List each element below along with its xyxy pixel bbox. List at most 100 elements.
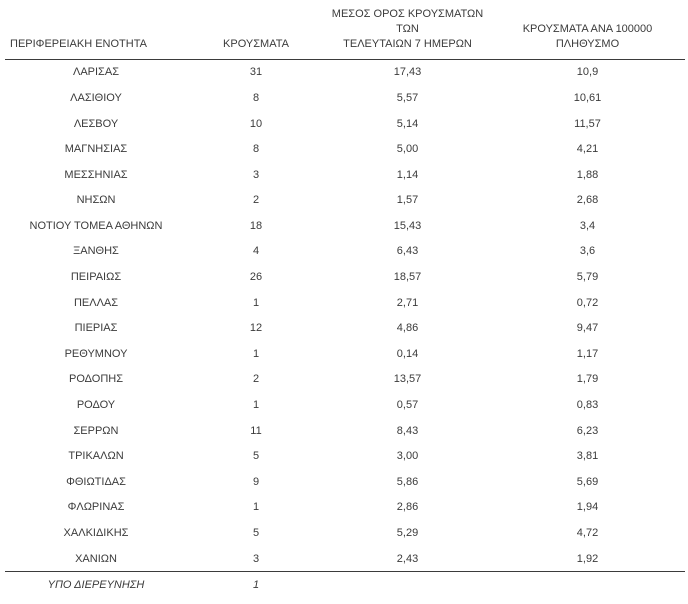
per100k-cell: 10,61: [573, 91, 602, 104]
per100k-cell: 3,81: [576, 450, 599, 463]
table-row: ΝΗΣΩΝ 2 1,57 2,68: [5, 188, 685, 214]
avg7-cell: 2,43: [396, 552, 419, 565]
cases-cell: 3: [252, 168, 260, 181]
cases-cell: 1: [252, 296, 260, 309]
cases-cell: 11: [250, 424, 262, 437]
region-cell: ΥΠΟ ΔΙΕΡΕΥΝΗΣΗ: [47, 579, 145, 592]
per100k-cell: 4,21: [576, 143, 599, 156]
table-row: ΡΟΔΟΥ 1 0,57 0,83: [5, 392, 685, 418]
table-body: ΛΑΡΙΣΑΣ 31 17,43 10,9 ΛΑΣΙΘΙΟΥ 8 5,57 10,61 ΛΕΣΒ…: [5, 59, 685, 572]
table-row: ΧΑΛΚΙΔΙΚΗΣ 5 5,29 4,72: [5, 520, 685, 546]
region-cell: ΣΕΡΡΩΝ: [73, 424, 119, 437]
per100k-cell: 3,4: [579, 219, 596, 232]
per100k-cell: 0,83: [576, 399, 599, 412]
table-row: ΣΕΡΡΩΝ 11 8,43 6,23: [5, 418, 685, 444]
avg7-cell: 2,71: [396, 296, 419, 309]
per100k-cell: 1,17: [576, 347, 599, 360]
table-row: ΡΟΔΟΠΗΣ 2 13,57 1,79: [5, 367, 685, 393]
header-avg-7-days-line2: ΤΕΛΕΥΤΑΙΩΝ 7 ΗΜΕΡΩΝ: [343, 37, 472, 50]
cases-cell: 1: [252, 501, 260, 514]
cases-cell: 10: [249, 117, 263, 130]
cases-cell: 9: [252, 475, 260, 488]
cases-cell: 3: [252, 552, 260, 565]
per100k-cell: 9,47: [576, 322, 599, 335]
region-cell: ΧΑΝΙΩΝ: [75, 552, 117, 565]
avg7-cell: 5,00: [396, 143, 419, 156]
region-cell: ΠΙΕΡΙΑΣ: [74, 322, 118, 335]
region-cell: ΡΟΔΟΥ: [76, 399, 116, 412]
table-row: ΛΕΣΒΟΥ 10 5,14 11,57: [5, 111, 685, 137]
region-cell: ΤΡΙΚΑΛΩΝ: [68, 450, 124, 463]
region-cell: ΦΛΩΡΙΝΑΣ: [67, 501, 125, 514]
per100k-cell: 2,68: [576, 194, 599, 207]
table-row: ΡΕΘΥΜΝΟΥ 1 0,14 1,17: [5, 341, 685, 367]
per100k-cell: 0,72: [576, 296, 599, 309]
avg7-cell: 13,57: [393, 373, 422, 386]
avg7-cell: [325, 572, 490, 599]
region-cell: ΝΟΤΙΟΥ ΤΟΜΕΑ ΑΘΗΝΩΝ: [29, 219, 163, 232]
table-row: ΠΕΙΡΑΙΩΣ 26 18,57 5,79: [5, 264, 685, 290]
table-header: ΠΕΡΙΦΕΡΕΙΑΚΗ ΕΝΟΤΗΤΑ ΚΡΟΥΣΜΑΤΑ ΜΕΣΟΣ ΟΡΟ…: [5, 4, 685, 60]
cases-cell: 26: [249, 271, 263, 284]
region-cell: ΛΑΣΙΘΙΟΥ: [70, 91, 122, 104]
avg7-cell: 5,29: [396, 527, 419, 540]
table-row: ΝΟΤΙΟΥ ΤΟΜΕΑ ΑΘΗΝΩΝ 18 15,43 3,4: [5, 213, 685, 239]
table-row: ΠΙΕΡΙΑΣ 12 4,86 9,47: [5, 315, 685, 341]
table-row: ΞΑΝΘΗΣ 4 6,43 3,6: [5, 239, 685, 265]
header-row: ΠΕΡΙΦΕΡΕΙΑΚΗ ΕΝΟΤΗΤΑ ΚΡΟΥΣΜΑΤΑ ΜΕΣΟΣ ΟΡΟ…: [5, 4, 685, 59]
table-row: ΜΕΣΣΗΝΙΑΣ 3 1,14 1,88: [5, 162, 685, 188]
per100k-cell: 1,88: [576, 168, 599, 181]
region-cell: ΡΕΘΥΜΝΟΥ: [64, 347, 128, 360]
per100k-cell: 1,79: [576, 373, 599, 386]
avg7-cell: 0,14: [396, 347, 419, 360]
region-cell: ΠΕΙΡΑΙΩΣ: [70, 271, 122, 284]
cases-cell: 1: [252, 579, 260, 592]
region-cell: ΞΑΝΘΗΣ: [73, 245, 119, 258]
table-row: ΜΑΓΝΗΣΙΑΣ 8 5,00 4,21: [5, 136, 685, 162]
per100k-cell: 11,57: [574, 117, 601, 130]
cases-cell: 1: [252, 399, 260, 412]
cases-cell: 5: [252, 527, 260, 540]
cases-cell: 1: [252, 347, 260, 360]
avg7-cell: 0,57: [396, 399, 419, 412]
table-footer-under-investigation: ΥΠΟ ΔΙΕΡΕΥΝΗΣΗ 1: [5, 572, 685, 599]
avg7-cell: 1,14: [396, 168, 419, 181]
cases-cell: 8: [252, 143, 260, 156]
avg7-cell: 4,86: [396, 322, 419, 335]
region-cell: ΡΟΔΟΠΗΣ: [68, 373, 124, 386]
region-cell: ΛΕΣΒΟΥ: [73, 117, 119, 130]
cases-cell: 2: [252, 373, 260, 386]
table-row: ΧΑΝΙΩΝ 3 2,43 1,92: [5, 546, 685, 572]
avg7-cell: 3,00: [396, 450, 419, 463]
table-row: ΤΡΙΚΑΛΩΝ 5 3,00 3,81: [5, 443, 685, 469]
per100k-cell: 5,69: [576, 475, 599, 488]
avg7-cell: 8,43: [396, 424, 419, 437]
cases-cell: 5: [252, 450, 260, 463]
cases-cell: 18: [249, 219, 263, 232]
avg7-cell: 18,57: [393, 271, 422, 284]
header-cases: ΚΡΟΥΣΜΑΤΑ: [223, 37, 289, 50]
per100k-cell: 4,72: [576, 527, 599, 540]
header-avg-7-days: ΜΕΣΟΣ ΟΡΟΣ ΚΡΟΥΣΜΑΤΩΝ ΤΩΝ ΤΕΛΕΥΤΑΙΩΝ 7 Η…: [325, 4, 490, 59]
avg7-cell: 5,86: [396, 475, 419, 488]
per100k-cell: 1,92: [576, 552, 599, 565]
region-cell: ΠΕΛΛΑΣ: [73, 296, 119, 309]
cases-cell: 31: [249, 66, 263, 79]
region-cell: ΜΕΣΣΗΝΙΑΣ: [64, 168, 128, 181]
region-cell: ΧΑΛΚΙΔΙΚΗΣ: [63, 527, 129, 540]
avg7-cell: 17,43: [393, 66, 422, 79]
cases-cell: 4: [252, 245, 260, 258]
cases-cell: 2: [252, 194, 260, 207]
avg7-cell: 6,43: [396, 245, 419, 258]
region-cell: ΜΑΓΝΗΣΙΑΣ: [64, 143, 128, 156]
table-row: ΠΕΛΛΑΣ 1 2,71 0,72: [5, 290, 685, 316]
table-row: ΛΑΣΙΘΙΟΥ 8 5,57 10,61: [5, 85, 685, 111]
per100k-cell: 6,23: [576, 424, 599, 437]
avg7-cell: 15,43: [393, 219, 422, 232]
table-row: ΛΑΡΙΣΑΣ 31 17,43 10,9: [5, 59, 685, 85]
region-cell: ΦΘΙΩΤΙΔΑΣ: [66, 475, 126, 488]
cases-cell: 8: [252, 91, 260, 104]
cases-cell: 12: [249, 322, 263, 335]
region-cell: ΛΑΡΙΣΑΣ: [72, 66, 119, 79]
